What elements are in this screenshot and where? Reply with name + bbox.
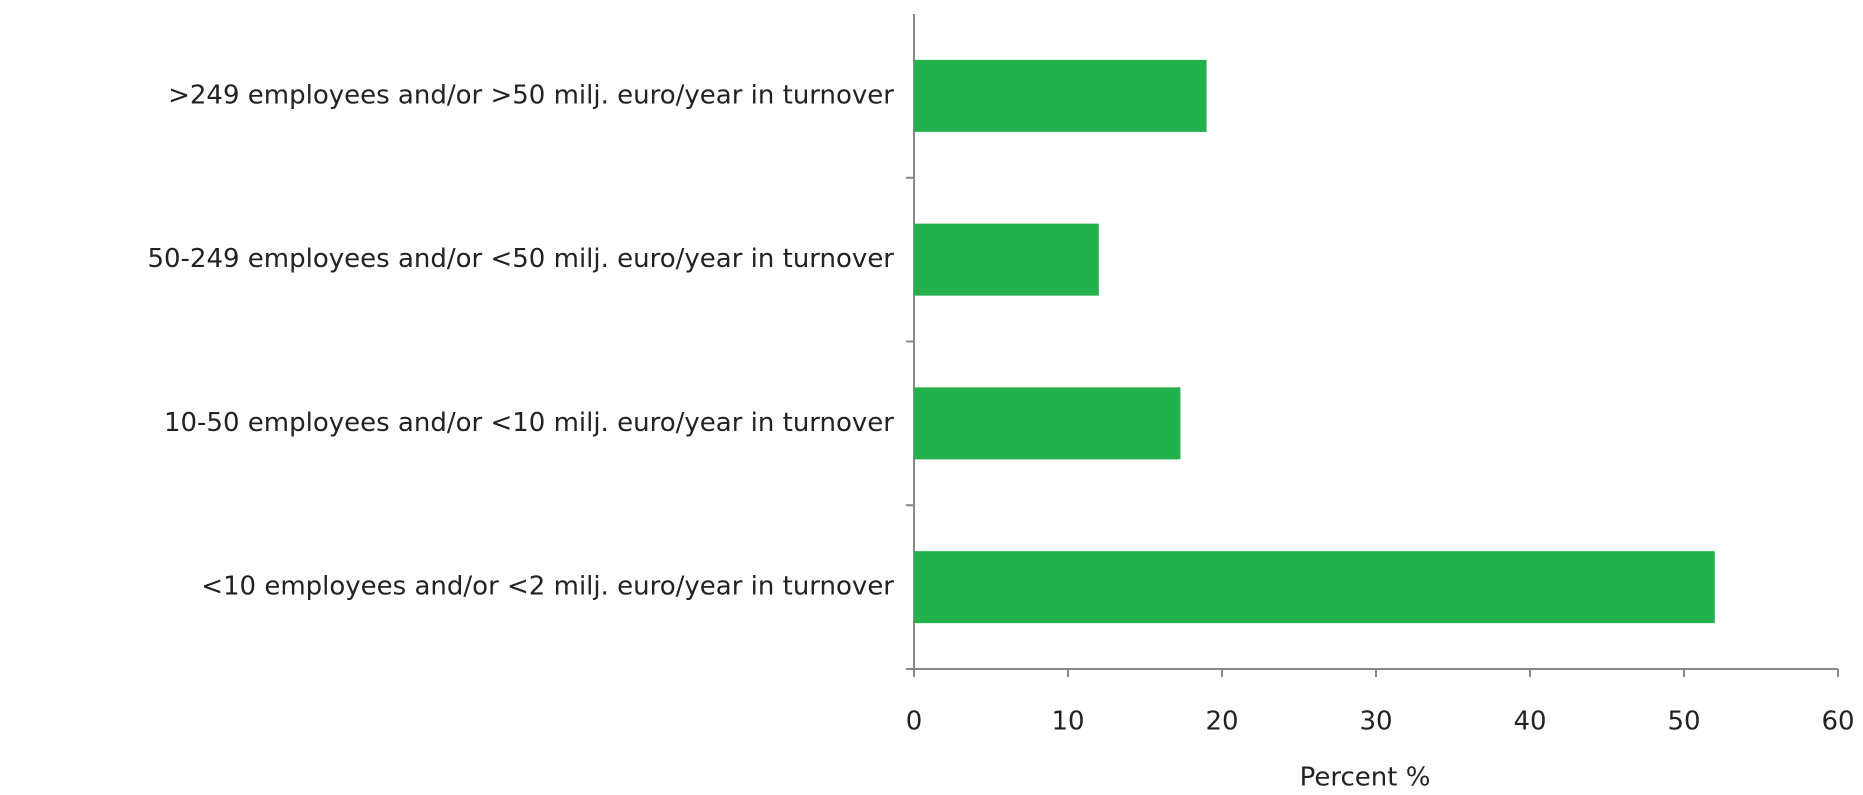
y-tick-label: <10 employees and/or <2 milj. euro/year …	[201, 572, 894, 602]
y-tick-label: >249 employees and/or >50 milj. euro/yea…	[168, 80, 894, 110]
x-tick-label: 0	[906, 707, 923, 737]
x-tick-label: 60	[1821, 707, 1854, 737]
bar	[914, 551, 1715, 624]
x-tick-label: 30	[1359, 707, 1392, 737]
bar	[914, 223, 1099, 296]
y-tick-label: 10-50 employees and/or <10 milj. euro/ye…	[164, 408, 894, 438]
y-tick-label: 50-249 employees and/or <50 milj. euro/y…	[147, 244, 894, 274]
bar	[914, 59, 1207, 132]
x-tick-label: 50	[1667, 707, 1700, 737]
x-axis-title: Percent %	[1300, 763, 1431, 793]
x-tick-label: 40	[1513, 707, 1546, 737]
x-tick-label: 20	[1205, 707, 1238, 737]
bar	[914, 387, 1181, 460]
x-tick-label: 10	[1051, 707, 1084, 737]
